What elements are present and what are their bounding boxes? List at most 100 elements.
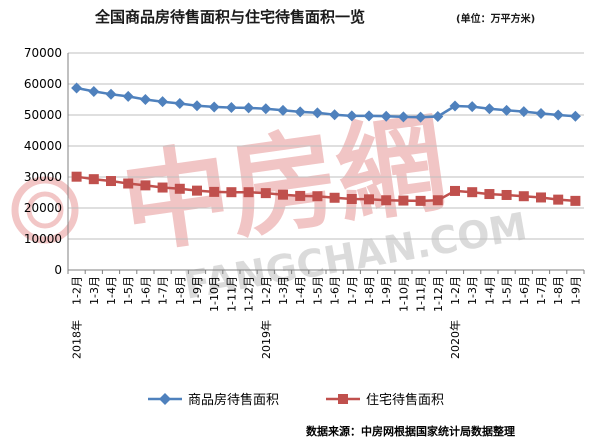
x-year-label: 2018年 bbox=[70, 320, 84, 359]
data-point bbox=[415, 195, 426, 206]
data-point bbox=[381, 195, 392, 206]
data-point bbox=[518, 106, 530, 118]
data-point bbox=[432, 195, 443, 206]
data-point bbox=[209, 186, 220, 197]
data-point bbox=[105, 88, 117, 100]
data-point bbox=[191, 100, 203, 112]
series-1 bbox=[71, 82, 581, 123]
x-tick-label: 1-11月 bbox=[225, 276, 238, 312]
data-point bbox=[570, 195, 581, 206]
data-point bbox=[397, 111, 409, 123]
data-point bbox=[553, 194, 564, 205]
x-tick-label: 1-6月 bbox=[518, 276, 531, 305]
y-tick-label: 40000 bbox=[24, 139, 62, 153]
data-point bbox=[294, 106, 306, 118]
y-tick-label: 50000 bbox=[24, 108, 62, 122]
data-point bbox=[157, 182, 168, 193]
data-point bbox=[501, 189, 512, 200]
data-point bbox=[380, 110, 392, 122]
data-point bbox=[71, 82, 83, 94]
x-tick-label: 1-3月 bbox=[88, 276, 101, 305]
x-tick-label: 1-10月 bbox=[208, 276, 221, 312]
legend-label-series-1: 商品房待售面积 bbox=[188, 392, 279, 408]
x-tick-label: 1-9月 bbox=[569, 276, 582, 305]
x-tick-label: 1-7月 bbox=[157, 276, 170, 305]
data-point bbox=[157, 96, 169, 108]
x-tick-label: 1-12月 bbox=[432, 276, 445, 312]
series-2 bbox=[71, 171, 581, 206]
x-tick-label: 1-3月 bbox=[277, 276, 290, 305]
data-point bbox=[483, 103, 495, 115]
legend-marker-square-icon bbox=[338, 394, 348, 404]
x-tick-label: 1-9月 bbox=[191, 276, 204, 305]
x-tick-label: 1-7月 bbox=[346, 276, 359, 305]
data-point bbox=[192, 185, 202, 196]
x-tick-label: 1-2月 bbox=[449, 276, 462, 305]
x-tick-label: 1-9月 bbox=[380, 276, 393, 305]
data-point bbox=[364, 194, 374, 205]
y-tick-label: 60000 bbox=[24, 77, 62, 91]
watermark-seal-icon bbox=[11, 176, 79, 244]
y-axis: 0 10000 20000 30000 40000 50000 60000 70000 bbox=[24, 46, 69, 277]
x-tick-label: 1-4月 bbox=[483, 276, 496, 305]
x-tick-label: 1-8月 bbox=[174, 276, 187, 305]
data-point bbox=[260, 188, 271, 199]
x-tick-label: 1-5月 bbox=[501, 276, 514, 305]
data-point bbox=[329, 109, 341, 121]
data-point bbox=[295, 190, 306, 201]
data-point bbox=[88, 174, 99, 185]
data-point bbox=[260, 103, 272, 115]
x-tick-label: 1-12月 bbox=[243, 276, 256, 312]
data-point bbox=[346, 194, 357, 205]
data-point bbox=[123, 178, 134, 189]
x-tick-label: 1-6月 bbox=[329, 276, 342, 305]
x-year-label: 2020年 bbox=[448, 320, 462, 359]
data-point bbox=[140, 180, 151, 191]
legend: 商品房待售面积 住宅待售面积 bbox=[148, 392, 444, 408]
y-tick-label: 20000 bbox=[24, 201, 62, 215]
x-tick-label: 1-5月 bbox=[122, 276, 135, 305]
legend-item-series-2: 住宅待售面积 bbox=[326, 392, 444, 408]
data-point bbox=[226, 187, 237, 198]
data-source: 数据来源：中房网根据国家统计局数据整理 bbox=[306, 424, 515, 438]
data-point bbox=[225, 102, 237, 114]
data-point bbox=[552, 109, 564, 121]
x-tick-label: 1-8月 bbox=[552, 276, 565, 305]
x-tick-label: 1-2月 bbox=[71, 276, 84, 305]
series-line bbox=[76, 86, 576, 119]
x-tick-label: 1-4月 bbox=[294, 276, 307, 305]
legend-marker-diamond-icon bbox=[159, 393, 171, 405]
data-point bbox=[174, 183, 185, 194]
data-point bbox=[208, 101, 220, 113]
data-point bbox=[88, 85, 100, 97]
x-tick-label: 1-10月 bbox=[397, 276, 410, 312]
x-tick-label: 1-2月 bbox=[260, 276, 273, 305]
data-point bbox=[518, 191, 529, 202]
y-tick-label: 0 bbox=[54, 263, 62, 277]
x-tick-label: 1-5月 bbox=[311, 276, 324, 305]
x-axis: 1-2月 2018年 1-3月 1-4月 1-5月 1-6月 1-7月 1-8月 1-9月 1-1… bbox=[67, 269, 585, 359]
x-year-label: 2019年 bbox=[259, 320, 273, 359]
data-point bbox=[243, 102, 255, 114]
x-tick-label: 1-11月 bbox=[415, 276, 428, 312]
data-point bbox=[536, 192, 546, 203]
y-tick-label: 10000 bbox=[24, 232, 62, 246]
data-point bbox=[449, 100, 461, 112]
x-tick-label: 1-8月 bbox=[363, 276, 376, 305]
data-point bbox=[71, 171, 82, 182]
data-point bbox=[466, 101, 478, 113]
chart-title: 全国商品房待售面积与住宅待售面积一览 bbox=[94, 8, 365, 26]
data-point bbox=[329, 192, 340, 203]
data-point bbox=[312, 191, 323, 202]
series-layer bbox=[71, 82, 581, 206]
data-point bbox=[467, 187, 478, 198]
data-point bbox=[484, 189, 495, 200]
x-tick-label: 1-4月 bbox=[105, 276, 118, 305]
legend-label-series-2: 住宅待售面积 bbox=[366, 392, 444, 408]
data-point bbox=[139, 94, 151, 105]
legend-item-series-1: 商品房待售面积 bbox=[148, 392, 279, 408]
x-tick-label: 1-3月 bbox=[466, 276, 479, 305]
data-point bbox=[277, 104, 289, 116]
